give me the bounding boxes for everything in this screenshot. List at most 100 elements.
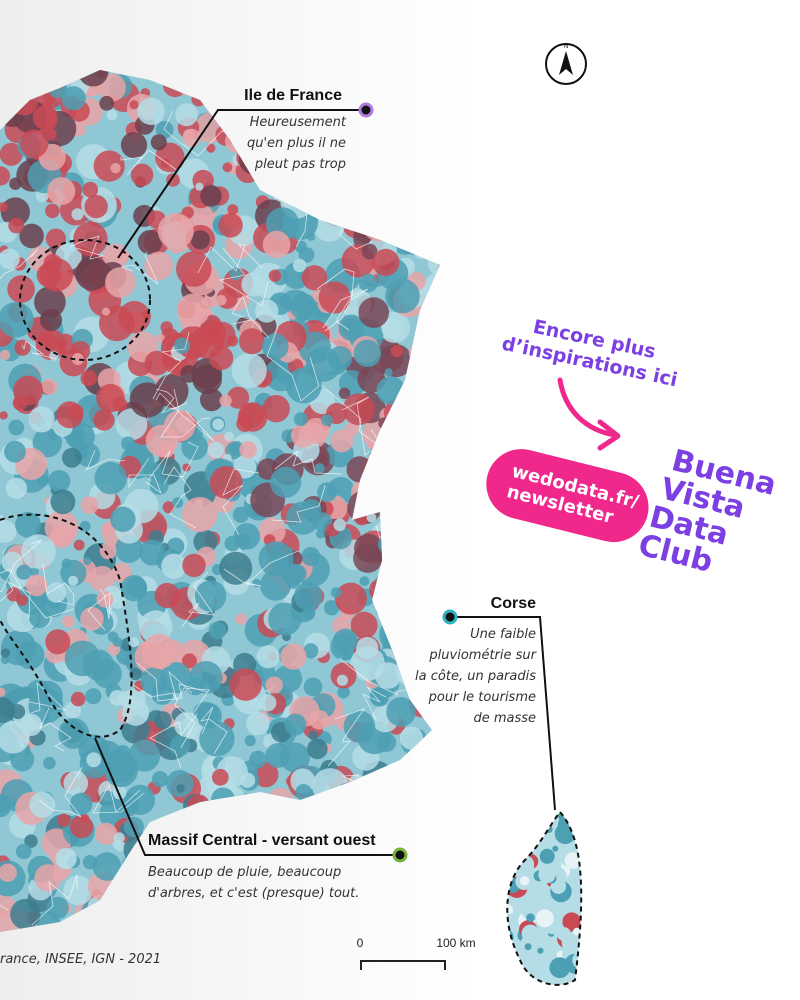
map-patch	[99, 542, 117, 560]
map-patch	[333, 628, 358, 654]
map-patch	[268, 269, 282, 282]
map-patch	[169, 736, 190, 757]
map-patch	[294, 581, 323, 611]
map-patch	[227, 386, 250, 409]
border	[42, 563, 75, 606]
border	[341, 396, 373, 456]
map-patch	[245, 711, 270, 736]
map-patch	[93, 409, 115, 431]
map-patch	[219, 551, 253, 585]
map-patch	[182, 553, 206, 578]
marker	[358, 102, 374, 118]
map-patch	[249, 750, 267, 769]
map-patch	[85, 688, 102, 705]
map-patch	[166, 770, 194, 798]
map-patch	[57, 813, 71, 827]
map-patch	[176, 293, 210, 327]
annotation-line: pluviométrie sur	[428, 648, 537, 663]
map-patch	[5, 477, 28, 499]
map-patch	[552, 972, 574, 985]
map-patch	[302, 607, 316, 620]
border	[174, 687, 210, 749]
map-patch	[62, 447, 82, 468]
map-patch	[193, 529, 218, 554]
map-patch	[211, 768, 229, 786]
map-patch	[317, 482, 337, 503]
map-patch	[301, 265, 328, 291]
annotation-text: Heureusement qu'en plus il ne pleut pas tr…	[247, 115, 347, 172]
map-patch	[239, 772, 256, 788]
map-patch	[15, 640, 45, 670]
map-patch	[73, 539, 85, 551]
map-patch	[224, 535, 241, 552]
map-patch	[37, 475, 49, 487]
map-patch	[265, 676, 283, 694]
map-patch	[101, 307, 111, 316]
map-patch	[189, 661, 223, 694]
map-patch	[252, 761, 279, 788]
annotation-line: la côte, un paradis	[415, 669, 536, 684]
map-patch	[56, 401, 84, 429]
annotation-title: Ile de France	[244, 87, 342, 104]
idf-outline	[19, 239, 151, 361]
map-patch	[137, 97, 165, 126]
map-patch	[94, 822, 118, 845]
map-patch	[353, 543, 383, 573]
map-patch	[330, 429, 354, 453]
map-patch	[334, 582, 367, 615]
map-patch	[19, 129, 49, 158]
map-patch	[86, 752, 102, 768]
marker	[442, 609, 458, 625]
border	[136, 662, 208, 702]
map-patch	[0, 795, 12, 818]
map-patch	[549, 957, 571, 979]
map-patch	[337, 685, 350, 699]
map-patch	[8, 419, 25, 436]
border	[152, 331, 190, 400]
map-patch	[0, 520, 17, 543]
map-patch	[219, 394, 232, 407]
map-patch	[358, 297, 390, 328]
map-patch	[50, 489, 76, 515]
border	[223, 550, 299, 587]
annotation-line: pleut pas trop	[254, 157, 346, 172]
map-patch	[0, 202, 8, 213]
map-patch	[28, 406, 55, 433]
map-patch	[385, 278, 420, 314]
map-patch	[60, 559, 87, 587]
map-patch	[316, 529, 325, 539]
map-patch	[268, 602, 302, 636]
map-patch	[0, 197, 30, 227]
map-patch	[0, 302, 34, 338]
border	[218, 247, 269, 307]
map-patch	[262, 333, 289, 360]
border	[120, 149, 179, 176]
map-patch	[194, 580, 227, 612]
map-patch	[222, 162, 233, 173]
border	[266, 326, 320, 402]
map-patch	[384, 368, 393, 377]
map-patch	[45, 203, 60, 219]
map-patch	[157, 213, 194, 249]
border	[362, 686, 387, 722]
map-patch	[24, 834, 38, 848]
map-patch	[287, 564, 307, 584]
map-patch	[129, 382, 165, 418]
map-patch	[507, 913, 519, 926]
map-patch	[48, 470, 71, 493]
annotation-line: Une faible	[470, 627, 536, 642]
map-patch	[62, 615, 75, 628]
map-patch	[112, 396, 128, 412]
border	[120, 251, 159, 285]
map-patch	[39, 308, 63, 332]
arrow	[557, 377, 618, 438]
map-patch	[256, 645, 280, 669]
map-patch	[564, 852, 582, 869]
map-patch	[381, 318, 403, 339]
promo-link[interactable]: wedodata.fr/ newsletter	[479, 442, 656, 550]
map-patch	[113, 832, 125, 844]
map-patch	[353, 339, 382, 367]
map-patch	[239, 441, 257, 459]
map-patch	[176, 784, 185, 793]
